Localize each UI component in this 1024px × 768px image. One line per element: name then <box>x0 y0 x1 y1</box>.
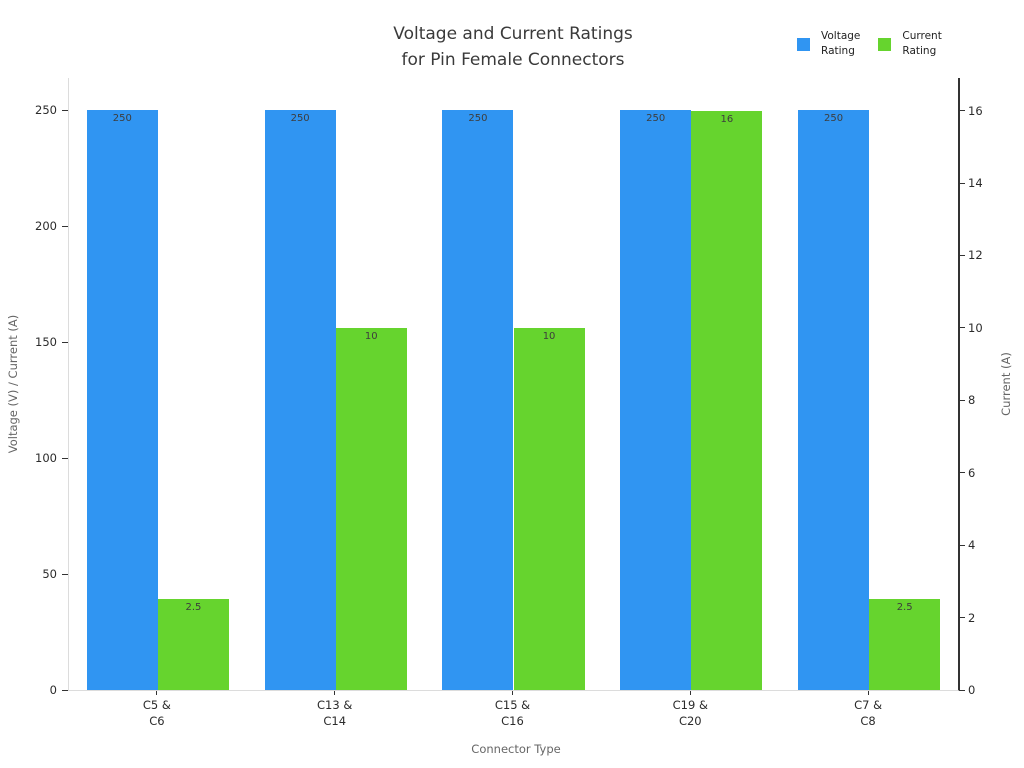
x-tick-label-line2: C8 <box>860 713 876 728</box>
bar-current-0: 2.5 <box>157 599 229 690</box>
y-tick-label-right: 14 <box>968 176 983 191</box>
y-tick-right <box>959 182 965 184</box>
bar-value-label-voltage: 250 <box>112 113 132 125</box>
legend-item-current: Current Rating <box>878 29 942 59</box>
bar-current-2: 10 <box>513 327 585 690</box>
y-tick-right <box>959 472 965 474</box>
x-axis-label: Connector Type <box>471 742 561 756</box>
y-tick-label-right: 8 <box>968 393 976 408</box>
y-tick-right <box>959 254 965 256</box>
x-tick-label-line1: C13 & <box>317 698 353 712</box>
x-tick <box>867 691 869 695</box>
x-tick <box>334 691 336 695</box>
plot-area: 250 2.5 250 10 250 10 250 16 250 2.5 <box>68 78 960 691</box>
y-axis-label-right: Current (A) <box>999 352 1013 416</box>
bar-value-label-voltage: 250 <box>468 113 488 125</box>
y-tick-label-right: 12 <box>968 248 983 263</box>
bar-value-label-voltage: 250 <box>646 113 666 125</box>
legend: Voltage Rating Current Rating <box>797 29 942 59</box>
bar-voltage-3: 250 <box>620 110 692 690</box>
x-tick-label-line2: C14 <box>323 713 347 728</box>
y-tick-label-right: 16 <box>968 103 983 118</box>
x-tick-label-line2: C20 <box>678 713 702 728</box>
bar-value-label-current: 10 <box>542 330 556 342</box>
bar-voltage-4: 250 <box>797 110 870 690</box>
x-tick <box>156 691 158 695</box>
y-tick-label-left: 100 <box>35 451 57 466</box>
y-tick-label-left: 0 <box>49 683 57 697</box>
y-tick-left <box>62 341 68 343</box>
bar-voltage-0: 250 <box>86 110 158 690</box>
bar-current-1: 10 <box>335 327 407 690</box>
y-tick-right <box>959 110 965 112</box>
chart-title: Voltage and Current Ratings for Pin Fema… <box>393 21 632 73</box>
x-tick-label: C5 & C6 <box>87 698 227 729</box>
bar-value-label-current: 2.5 <box>896 602 913 614</box>
legend-label-line1: Current <box>902 30 942 42</box>
y-tick-left <box>62 225 68 227</box>
y-tick-left <box>62 689 68 691</box>
voltage-legend-swatch-icon <box>797 37 810 51</box>
bar-value-label-voltage: 250 <box>823 113 844 125</box>
y-axis-label-left: Voltage (V) / Current (A) <box>6 314 20 454</box>
y-tick-right <box>959 544 965 546</box>
bar-value-label-current: 16 <box>720 113 734 125</box>
chart-title-line2: for Pin Female Connectors <box>401 50 625 70</box>
x-tick-label-line1: C7 & <box>854 698 883 712</box>
bar-value-label-voltage: 250 <box>290 113 310 125</box>
y-tick-label-left: 150 <box>35 335 57 350</box>
x-tick-label-line1: C5 & <box>142 698 171 712</box>
x-tick <box>512 691 513 695</box>
x-tick-label-line1: C19 & <box>672 698 708 712</box>
y-tick-left <box>62 457 68 459</box>
x-tick-label-line2: C6 <box>149 713 165 728</box>
y-tick-label-right: 2 <box>968 610 976 625</box>
y-tick-right <box>959 399 965 401</box>
x-tick-label: C19 & C20 <box>620 698 760 729</box>
bar-current-3: 16 <box>691 110 763 690</box>
y-tick-label-left: 200 <box>35 219 57 234</box>
legend-label: Voltage Rating <box>821 29 860 59</box>
y-tick-label-left: 50 <box>42 567 57 582</box>
x-tick-label: C15 & C16 <box>443 698 583 729</box>
y-tick-label-right: 0 <box>968 683 976 697</box>
bar-voltage-1: 250 <box>264 110 336 690</box>
y-tick-right <box>959 327 965 329</box>
y-tick-left <box>62 109 68 111</box>
bar-current-4: 2.5 <box>869 599 941 690</box>
y-tick-right <box>959 617 965 619</box>
bar-value-label-current: 10 <box>364 330 378 342</box>
y-tick-label-right: 4 <box>968 538 976 553</box>
legend-item-voltage: Voltage Rating <box>797 29 860 59</box>
x-tick-label: C13 & C14 <box>265 698 405 729</box>
y-tick-label-right: 6 <box>968 465 976 480</box>
legend-label: Current Rating <box>902 29 941 59</box>
bar-voltage-2: 250 <box>442 110 514 690</box>
y-tick-label-right: 10 <box>968 320 983 335</box>
legend-label-line2: Rating <box>821 45 855 57</box>
x-tick-label: C7 & C8 <box>798 698 938 729</box>
legend-label-line2: Rating <box>902 45 937 57</box>
y-tick-right <box>959 689 965 691</box>
x-tick <box>689 691 691 695</box>
x-tick-label-line1: C15 & <box>494 698 531 712</box>
y-tick-label-left: 250 <box>35 103 57 118</box>
legend-label-line1: Voltage <box>821 30 861 42</box>
y-tick-left <box>62 573 68 575</box>
current-legend-swatch-icon <box>878 37 892 51</box>
bar-value-label-current: 2.5 <box>185 602 202 614</box>
chart-title-line1: Voltage and Current Ratings <box>393 24 633 44</box>
x-tick-label-line2: C16 <box>501 713 524 728</box>
